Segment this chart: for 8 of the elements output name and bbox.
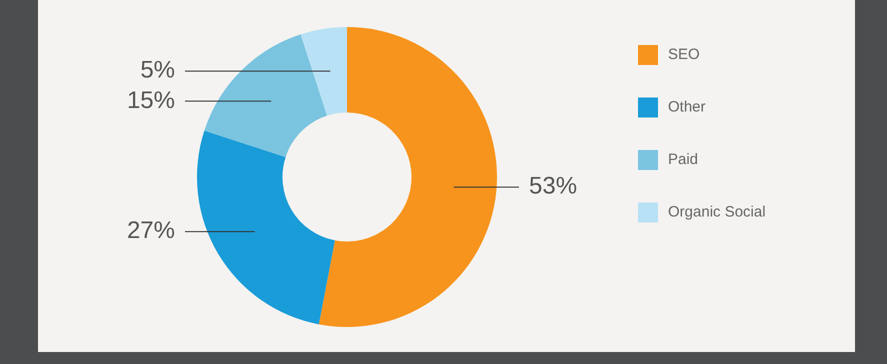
legend-label: Organic Social [668,204,766,221]
legend-label: SEO [668,46,700,64]
data-label: 15% [126,86,175,114]
data-label: 27% [126,217,175,244]
data-label: 5% [140,56,175,84]
legend-label: Paid [668,151,698,168]
legend-label: Other [668,98,706,116]
data-label: 53% [529,172,578,200]
